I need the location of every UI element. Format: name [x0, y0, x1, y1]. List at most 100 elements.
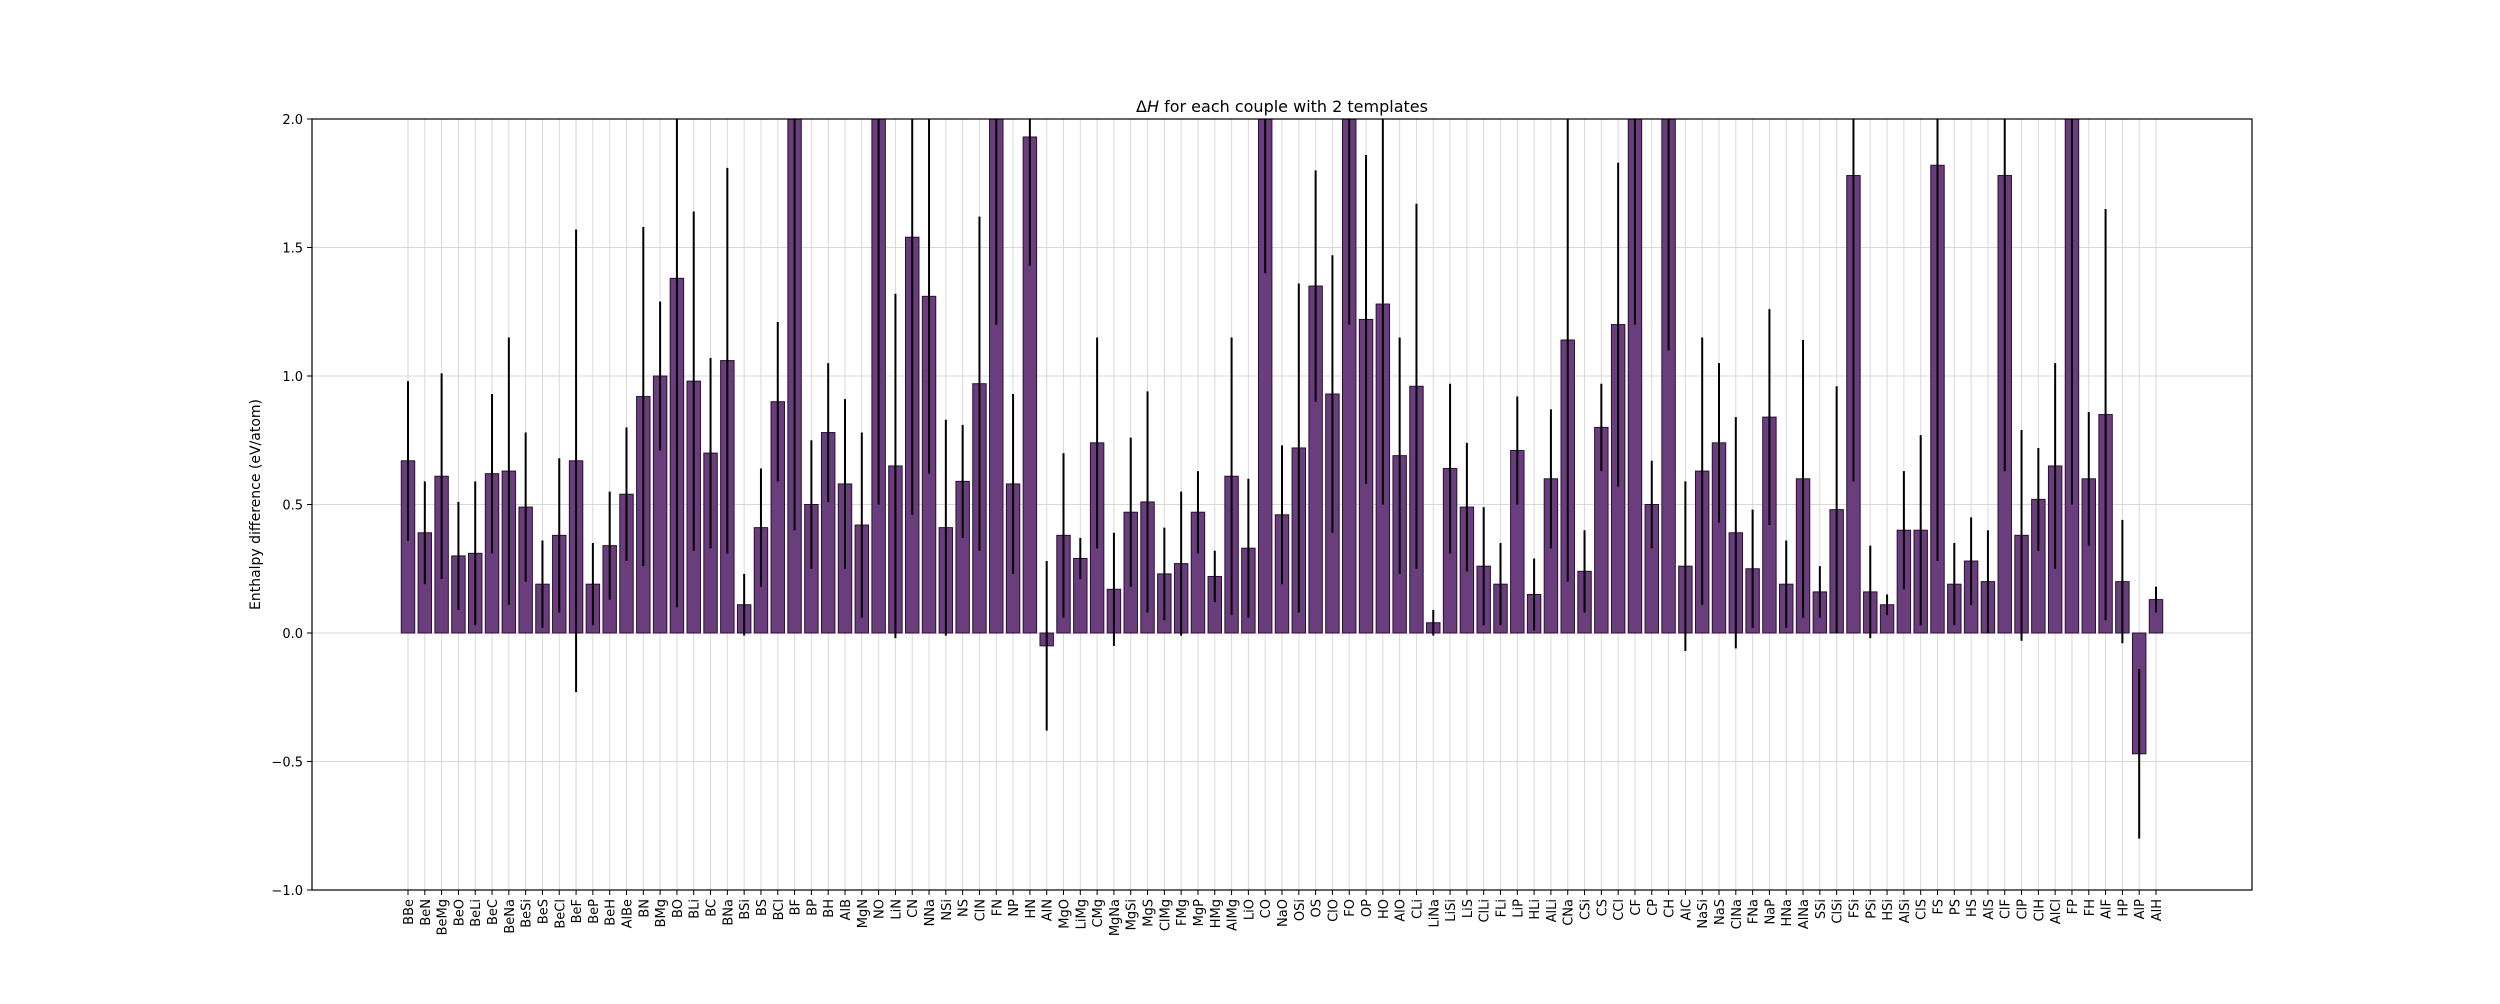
x-tick-label: CSi [1579, 899, 1594, 920]
x-tick-label: MgO [1058, 899, 1073, 929]
x-tick-label: MgS [1142, 899, 1157, 927]
x-tick-label: BeLi [469, 899, 484, 927]
x-tick-label: BBe [402, 899, 417, 925]
x-tick-label: CO [1259, 899, 1274, 918]
x-tick-label: AlMg [1226, 899, 1241, 931]
x-tick-label: AlP [2133, 899, 2148, 920]
x-tick-label: BN [637, 899, 652, 918]
x-tick-label: CF [1629, 899, 1644, 916]
x-tick-label: AlF [2100, 899, 2115, 919]
x-tick-label: MgSi [1125, 899, 1140, 930]
x-tick-label: AlNa [1797, 899, 1812, 929]
y-tick-label: 1.5 [282, 242, 303, 257]
x-tick-label: FN [990, 899, 1005, 916]
x-tick-label: CMg [1091, 899, 1106, 928]
x-tick-label: HP [2116, 899, 2131, 917]
x-axis: BBe BeN BeMg BeO BeLi BeC BeNa BeSi BeS BeCl BeF Be… [402, 890, 2165, 936]
chart-title: ΔH for each couple with 2 templates [1136, 97, 1428, 116]
x-tick-label: MgNa [1108, 899, 1123, 936]
x-tick-label: BeF [570, 899, 585, 923]
x-tick-label: ClN [973, 899, 988, 921]
x-tick-label: ClSi [1831, 899, 1846, 924]
x-tick-label: ClF [1999, 899, 2014, 919]
x-tick-label: BC [705, 899, 720, 917]
x-tick-label: NaSi [1696, 899, 1711, 929]
x-tick-label: NO [873, 899, 888, 919]
x-tick-label: LiO [1242, 899, 1257, 920]
x-tick-label: ClH [2032, 899, 2047, 921]
x-tick-label: HSi [1881, 899, 1896, 921]
x-tick-label: OP [1360, 899, 1375, 917]
x-tick-label: CN [906, 899, 921, 918]
y-tick-label: 1.0 [282, 370, 303, 385]
x-tick-label: OSi [1293, 899, 1308, 921]
x-tick-label: AlBe [621, 899, 636, 928]
x-tick-label: AlSi [1898, 899, 1913, 923]
x-tick-label: BeC [486, 899, 501, 925]
x-tick-label: AlCl [2049, 899, 2064, 924]
x-tick-label: NSi [940, 899, 955, 921]
x-tick-label: AlO [1394, 899, 1409, 922]
x-tick-label: LiNa [1427, 899, 1442, 928]
x-tick-label: BH [822, 899, 837, 918]
x-tick-label: FSi [1847, 899, 1862, 918]
title-delta: Δ [1136, 97, 1147, 116]
y-tick-label: −1.0 [271, 884, 303, 899]
x-tick-label: BP [805, 899, 820, 916]
x-tick-label: BeCl [553, 899, 568, 929]
x-tick-label: NP [1007, 899, 1022, 917]
x-tick-label: BeSi [520, 899, 535, 928]
x-tick-label: BNa [721, 899, 736, 926]
x-tick-label: SSi [1814, 899, 1829, 919]
x-tick-label: HN [1024, 899, 1039, 919]
x-tick-label: NS [957, 899, 972, 917]
x-tick-label: ClMg [1158, 899, 1173, 931]
x-tick-label: FO [1343, 899, 1358, 917]
x-tick-label: BeH [604, 899, 619, 926]
x-tick-label: HLi [1528, 899, 1543, 920]
x-tick-label: LiMg [1074, 899, 1089, 929]
x-tick-label: HO [1377, 899, 1392, 919]
x-tick-label: CCl [1612, 899, 1627, 921]
x-tick-label: NaO [1276, 899, 1291, 927]
x-tick-label: MgN [856, 899, 871, 928]
x-tick-label: BeNa [503, 899, 518, 934]
x-tick-label: BeP [587, 899, 602, 924]
x-tick-label: BSi [738, 899, 753, 920]
x-tick-label: LiSi [1444, 899, 1459, 922]
x-tick-label: ClO [1326, 899, 1341, 922]
x-tick-label: OS [1310, 899, 1325, 917]
x-tick-label: BeN [419, 899, 434, 926]
x-tick-label: BeO [452, 899, 467, 926]
error-bar-layer [407, 119, 2157, 839]
x-tick-label: FS [1932, 899, 1947, 915]
x-tick-label: CS [1595, 899, 1610, 916]
x-tick-label: AlLi [1545, 899, 1560, 922]
x-tick-label: CNa [1562, 899, 1577, 926]
y-axis: −1.0 −0.5 0.0 0.5 1.0 1.5 2.0 [271, 113, 312, 899]
x-tick-label: HS [1965, 899, 1980, 917]
x-tick-label: BS [755, 899, 770, 916]
x-tick-label: HNa [1780, 899, 1795, 926]
x-tick-label: AlB [839, 899, 854, 920]
x-tick-label: PS [1948, 899, 1963, 915]
x-tick-label: BeMg [436, 899, 451, 935]
y-tick-label: 0.0 [282, 627, 303, 642]
y-tick-label: −0.5 [271, 756, 303, 771]
x-tick-label: BLi [688, 899, 703, 919]
x-tick-label: LiP [1511, 899, 1526, 918]
title-rest: for each couple with 2 templates [1159, 97, 1428, 116]
y-axis-label: Enthalpy difference (eV/atom) [248, 399, 264, 610]
x-tick-label: AlC [1679, 899, 1694, 921]
x-tick-label: BF [789, 899, 804, 915]
x-tick-label: FMg [1175, 899, 1190, 926]
x-tick-label: CLi [1410, 899, 1425, 919]
x-tick-label: ClP [2016, 899, 2031, 920]
x-tick-label: BO [671, 899, 686, 918]
x-tick-label: LiN [889, 899, 904, 920]
x-tick-label: MgP [1192, 899, 1207, 926]
x-tick-label: AlS [1982, 899, 1997, 920]
x-tick-label: BeS [536, 899, 551, 924]
x-tick-label: BMg [654, 899, 669, 927]
